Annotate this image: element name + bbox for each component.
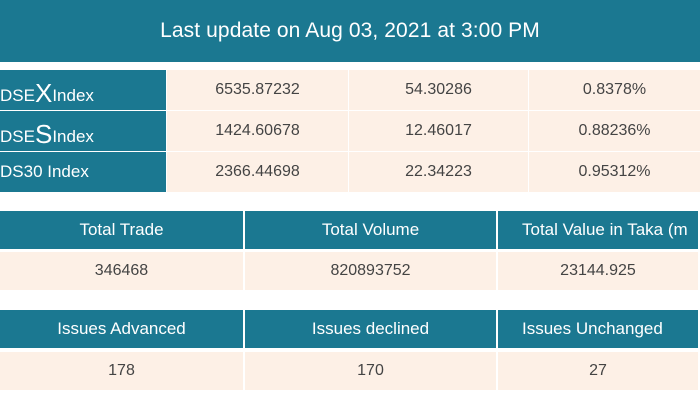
issues-declined-header: Issues declined	[245, 310, 498, 348]
total-trade-value: 346468	[0, 252, 245, 290]
issues-declined-value: 170	[245, 352, 498, 390]
index-value: 2366.44698	[166, 152, 348, 192]
index-percent: 0.88236%	[528, 111, 700, 151]
total-volume-value: 820893752	[245, 252, 498, 290]
total-trade-header: Total Trade	[0, 211, 245, 249]
last-update-text: Last update on Aug 03, 2021 at 3:00 PM	[160, 19, 540, 42]
issues-unchanged-header: Issues Unchanged	[498, 310, 700, 348]
index-label-suffix: Index	[52, 127, 94, 146]
total-volume-header: Total Volume	[245, 211, 498, 249]
issues-summary-header: Issues Advanced Issues declined Issues U…	[0, 310, 700, 348]
index-label-prefix: DSE	[0, 86, 35, 105]
index-label-ds30[interactable]: DS30 Index	[0, 152, 166, 192]
index-label-prefix: DSE	[0, 127, 35, 146]
index-row-dsex: DSE X Index 6535.87232 54.30286 0.8378%	[0, 70, 700, 110]
index-label-letter: S	[34, 119, 53, 149]
total-value-taka: 23144.925	[498, 252, 700, 290]
issues-advanced-value: 178	[0, 352, 245, 390]
trade-summary-values: 346468 820893752 23144.925	[0, 252, 700, 290]
index-change: 12.46017	[348, 111, 528, 151]
index-label-dses[interactable]: DSE S Index	[0, 111, 166, 151]
last-update-banner: Last update on Aug 03, 2021 at 3:00 PM	[0, 0, 700, 62]
index-percent: 0.8378%	[528, 70, 700, 110]
index-label-prefix: DS30 Index	[0, 162, 89, 181]
index-row-dses: DSE S Index 1424.60678 12.46017 0.88236%	[0, 111, 700, 151]
index-change: 54.30286	[348, 70, 528, 110]
index-value: 6535.87232	[166, 70, 348, 110]
index-label-dsex[interactable]: DSE X Index	[0, 70, 166, 110]
total-value-header: Total Value in Taka (m	[498, 211, 700, 249]
issues-advanced-header: Issues Advanced	[0, 310, 245, 348]
index-row-ds30: DS30 Index 2366.44698 22.34223 0.95312%	[0, 152, 700, 192]
index-label-suffix: Index	[52, 86, 94, 105]
index-label-letter: X	[34, 78, 53, 108]
trade-summary-header: Total Trade Total Volume Total Value in …	[0, 211, 700, 249]
index-percent: 0.95312%	[528, 152, 700, 192]
index-change: 22.34223	[348, 152, 528, 192]
issues-unchanged-value: 27	[498, 352, 700, 390]
index-value: 1424.60678	[166, 111, 348, 151]
issues-summary-values: 178 170 27	[0, 352, 700, 390]
